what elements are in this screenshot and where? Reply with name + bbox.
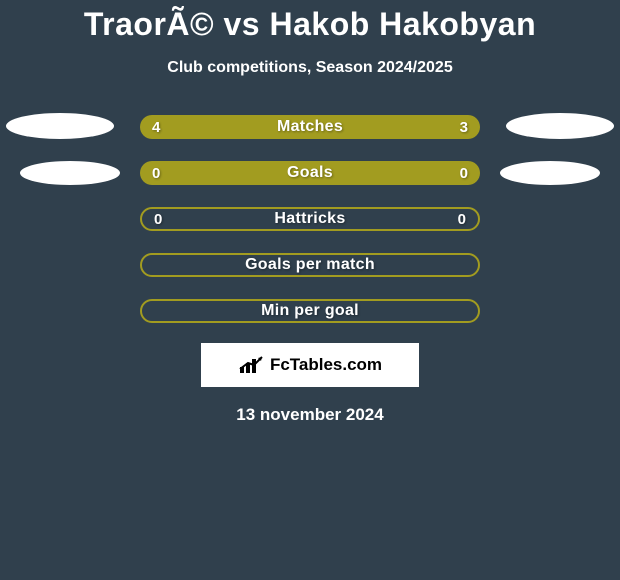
- stat-right-value: 3: [460, 119, 468, 136]
- stat-row: 0 Goals 0: [0, 161, 620, 185]
- date-caption: 13 november 2024: [0, 405, 620, 425]
- stat-row: 4 Matches 3: [0, 115, 620, 139]
- stat-label: Hattricks: [274, 210, 345, 228]
- stat-label: Matches: [277, 118, 343, 136]
- comparison-card: TraorÃ© vs Hakob Hakobyan Club competiti…: [0, 0, 620, 580]
- stat-row: Min per goal: [0, 299, 620, 323]
- left-ellipse: [6, 113, 114, 139]
- stat-left-value: 0: [152, 165, 160, 182]
- stat-label: Min per goal: [261, 302, 359, 320]
- stat-left-value: 0: [154, 211, 162, 228]
- stat-row: 0 Hattricks 0: [0, 207, 620, 231]
- stat-label: Goals: [287, 164, 333, 182]
- source-logo-text: FcTables.com: [270, 355, 382, 375]
- source-logo: FcTables.com: [201, 343, 419, 387]
- stat-right-value: 0: [460, 165, 468, 182]
- stat-right-value: 0: [458, 211, 466, 228]
- stat-row: Goals per match: [0, 253, 620, 277]
- right-ellipse: [500, 161, 600, 185]
- stat-bar: 4 Matches 3: [140, 115, 480, 139]
- right-ellipse: [506, 113, 614, 139]
- stat-bar: Min per goal: [140, 299, 480, 323]
- page-subtitle: Club competitions, Season 2024/2025: [0, 59, 620, 77]
- stat-bar: 0 Goals 0: [140, 161, 480, 185]
- left-ellipse: [20, 161, 120, 185]
- stat-rows: 4 Matches 3 0 Goals 0 0 Hattricks 0 Goals per mat…: [0, 115, 620, 323]
- stat-bar: 0 Hattricks 0: [140, 207, 480, 231]
- chart-icon: [238, 355, 266, 375]
- stat-label: Goals per match: [245, 256, 375, 274]
- stat-bar: Goals per match: [140, 253, 480, 277]
- stat-left-value: 4: [152, 119, 160, 136]
- page-title: TraorÃ© vs Hakob Hakobyan: [0, 0, 620, 43]
